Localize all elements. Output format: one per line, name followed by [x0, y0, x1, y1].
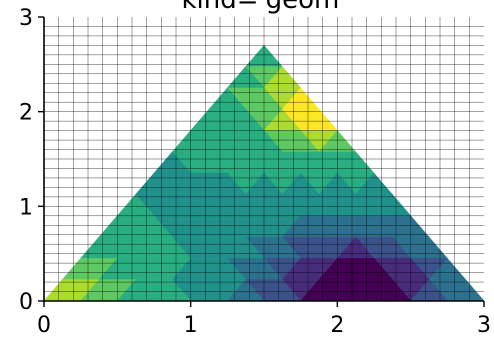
contour-cell — [190, 279, 228, 301]
chart-title: kind='geom' — [181, 0, 346, 15]
contour-cell — [446, 279, 484, 301]
contour-cell — [300, 279, 338, 301]
contour-cell — [373, 279, 412, 301]
x-tick-label: 0 — [37, 313, 51, 338]
contour-cell — [226, 279, 265, 301]
grid — [44, 17, 484, 301]
contour-fills — [44, 44, 484, 301]
contour-cell — [80, 279, 118, 301]
x-tick-label: 3 — [477, 313, 491, 338]
x-tick-label: 1 — [184, 313, 198, 338]
axes — [43, 17, 484, 302]
contour-cell — [116, 279, 155, 301]
contour-cell — [153, 279, 192, 301]
contour-cell — [263, 279, 302, 301]
x-tick-label: 2 — [330, 313, 344, 338]
y-tick-label: 1 — [19, 195, 33, 220]
y-tick-label: 3 — [19, 6, 33, 31]
contour-cell — [336, 279, 375, 301]
contour-cell — [410, 279, 448, 301]
y-tick-label: 2 — [19, 101, 33, 126]
contour-cell — [44, 279, 82, 301]
ticks: 0 1 2 3 0 1 2 3 — [19, 6, 491, 338]
y-tick-label: 0 — [19, 290, 33, 315]
